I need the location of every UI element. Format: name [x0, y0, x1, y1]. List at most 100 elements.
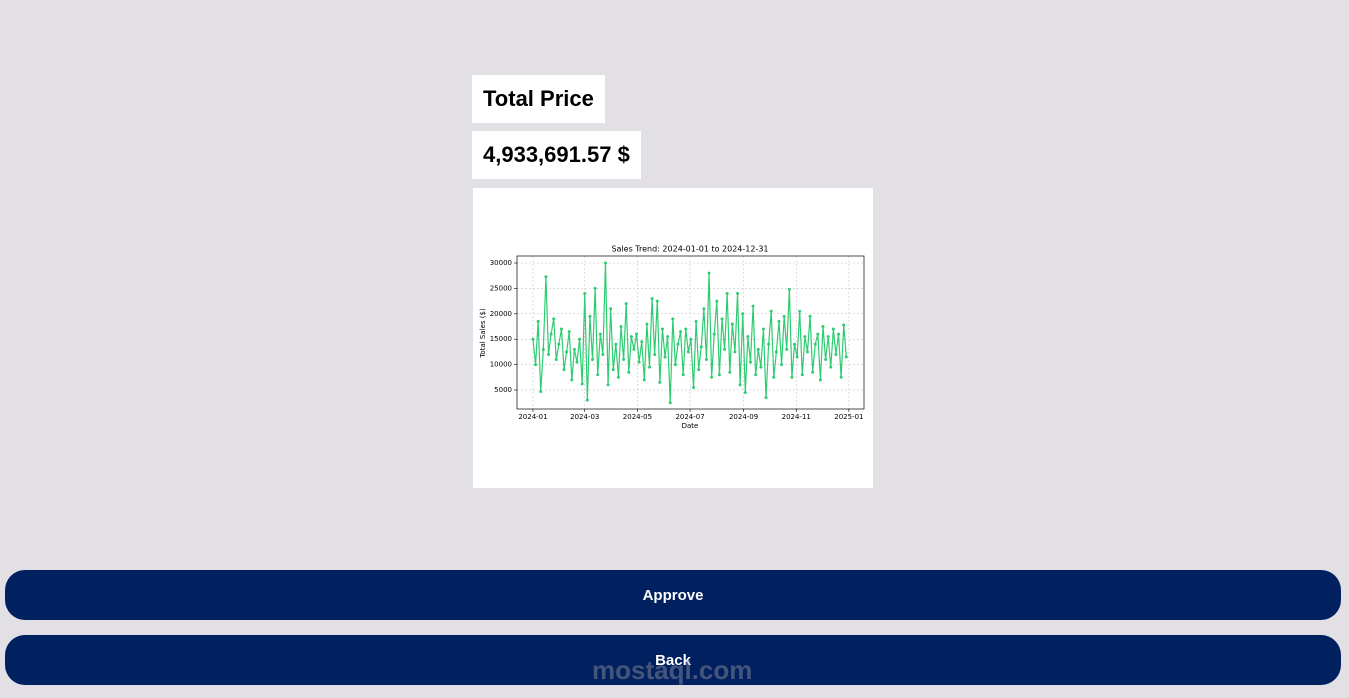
data-point	[531, 337, 535, 341]
data-point	[614, 342, 618, 346]
data-point	[684, 327, 688, 331]
data-point	[723, 347, 727, 351]
data-point	[697, 368, 701, 372]
data-point	[730, 322, 734, 326]
data-point	[702, 307, 706, 311]
data-point	[754, 373, 758, 377]
data-point	[761, 327, 765, 331]
data-point	[658, 380, 662, 384]
data-point	[559, 327, 563, 331]
data-point	[660, 327, 664, 331]
data-point	[572, 347, 576, 351]
data-point	[547, 352, 551, 356]
x-tick-label: 2024-11	[782, 413, 811, 421]
data-point	[704, 358, 708, 362]
data-point	[544, 275, 548, 279]
data-point	[673, 363, 677, 367]
data-point	[816, 332, 820, 336]
data-point	[759, 365, 763, 369]
data-point	[769, 309, 773, 313]
data-point	[637, 360, 641, 364]
data-point	[834, 352, 838, 356]
data-point	[609, 307, 613, 311]
data-point	[666, 335, 670, 339]
data-point	[795, 355, 799, 359]
data-point	[829, 365, 833, 369]
data-point	[567, 330, 571, 334]
x-tick-label: 2024-09	[729, 413, 758, 421]
data-point	[772, 375, 776, 379]
data-point	[738, 383, 742, 387]
data-point	[632, 347, 636, 351]
data-point	[741, 312, 745, 316]
data-point	[736, 291, 740, 295]
watermark: mostaql.com	[592, 655, 753, 685]
data-point	[663, 355, 667, 359]
data-point	[616, 375, 620, 379]
data-point	[580, 382, 584, 386]
y-tick-label: 15000	[490, 335, 512, 343]
total-value: 4,933,691.57 $	[472, 131, 641, 179]
data-point	[676, 342, 680, 346]
data-point	[635, 332, 639, 336]
x-tick-label: 2024-03	[570, 413, 599, 421]
approve-button[interactable]: Approve	[5, 570, 1341, 620]
data-point	[642, 378, 646, 382]
x-axis-label: Date	[682, 422, 699, 430]
data-point	[798, 309, 802, 313]
data-point	[826, 335, 830, 339]
data-point	[534, 363, 538, 367]
data-point	[839, 375, 843, 379]
data-point	[813, 342, 817, 346]
data-point	[668, 401, 672, 405]
data-point	[824, 358, 828, 362]
back-button[interactable]: Back	[5, 635, 1341, 685]
data-point	[552, 317, 556, 321]
x-tick-label: 2024-01	[518, 413, 547, 421]
data-point	[536, 319, 540, 323]
data-point	[720, 317, 724, 321]
data-point	[725, 291, 729, 295]
data-point	[842, 323, 846, 327]
data-point	[671, 317, 675, 321]
data-point	[596, 373, 600, 377]
data-point	[681, 373, 685, 377]
data-point	[554, 358, 558, 362]
data-point	[588, 314, 592, 318]
data-point	[679, 330, 683, 334]
y-tick-label: 25000	[490, 284, 512, 292]
data-point	[805, 350, 809, 354]
x-tick-label: 2024-05	[623, 413, 652, 421]
data-point	[803, 335, 807, 339]
data-point	[689, 337, 693, 341]
x-tick-label: 2025-01	[834, 413, 863, 421]
data-point	[601, 352, 605, 356]
data-point	[831, 327, 835, 331]
data-point	[694, 319, 698, 323]
data-point	[800, 373, 804, 377]
data-point	[645, 322, 649, 326]
data-point	[603, 261, 607, 265]
data-point	[591, 358, 595, 362]
data-point	[627, 370, 631, 374]
data-point	[622, 358, 626, 362]
data-point	[756, 347, 760, 351]
data-point	[624, 302, 628, 306]
data-point	[629, 335, 633, 339]
y-tick-label: 10000	[490, 361, 512, 369]
data-point	[793, 342, 797, 346]
data-point	[549, 332, 553, 336]
data-point	[707, 271, 711, 275]
data-point	[746, 335, 750, 339]
data-point	[837, 332, 841, 336]
data-point	[650, 297, 654, 301]
data-point	[570, 378, 574, 382]
chart-title: Sales Trend: 2024-01-01 to 2024-12-31	[611, 245, 768, 254]
data-point	[686, 350, 690, 354]
data-point	[751, 304, 755, 308]
data-point	[699, 345, 703, 349]
data-point	[640, 340, 644, 344]
data-point	[575, 360, 579, 364]
data-point	[655, 299, 659, 303]
